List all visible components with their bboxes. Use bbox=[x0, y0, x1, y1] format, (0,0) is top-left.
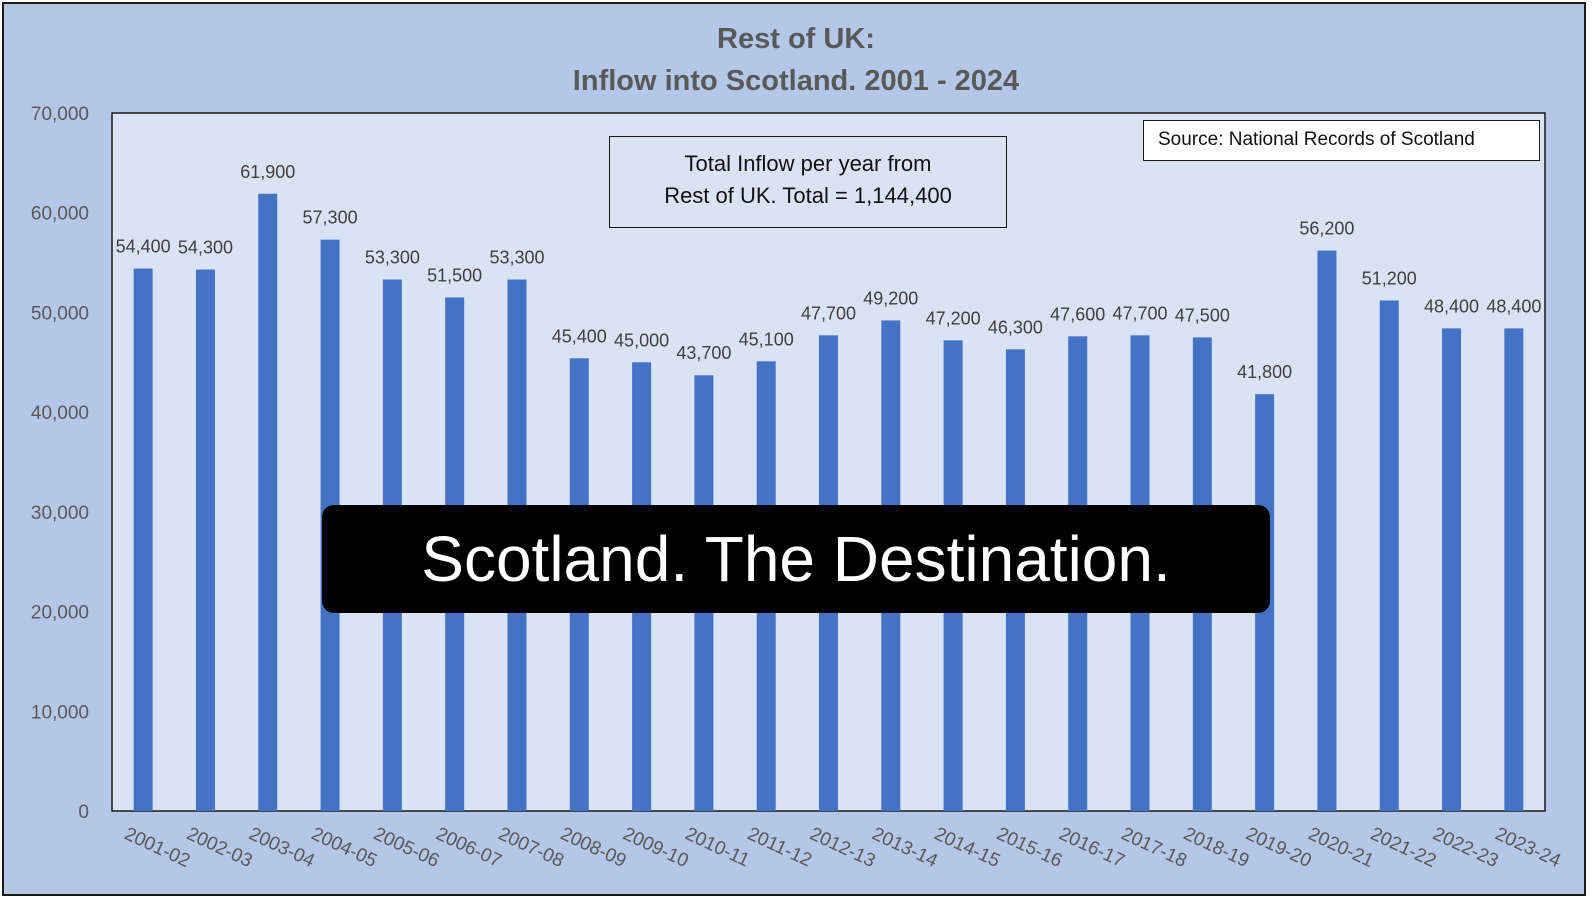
x-tick-label: 2020-21 bbox=[1305, 823, 1377, 872]
x-tick-label: 2004-05 bbox=[308, 823, 380, 872]
x-tick-label: 2005-06 bbox=[370, 823, 442, 872]
data-label-2021-22: 51,200 bbox=[1362, 268, 1417, 288]
x-tick-label: 2023-24 bbox=[1492, 823, 1564, 872]
x-tick-label: 2009-10 bbox=[619, 823, 691, 872]
data-labels: 54,400 54,300 61,900 57,300 53,300 51,500 53,3… bbox=[116, 162, 1542, 382]
overlay-caption: Scotland. The Destination. bbox=[322, 505, 1270, 613]
annotation-line2: Rest of UK. Total = 1,144,400 bbox=[664, 183, 952, 208]
source-note: Source: National Records of Scotland bbox=[1143, 120, 1540, 161]
y-tick-label: 20,000 bbox=[31, 603, 89, 624]
data-label-2007-08: 53,300 bbox=[489, 248, 544, 268]
bar-2002-03 bbox=[195, 269, 215, 812]
data-label-2017-18: 47,700 bbox=[1112, 303, 1167, 323]
x-axis-ticks: 2001-022002-032003-042004-052005-062006-… bbox=[121, 823, 1564, 872]
x-tick-label: 2016-17 bbox=[1056, 823, 1128, 872]
x-tick-label: 2019-20 bbox=[1243, 823, 1315, 872]
y-tick-label: 70,000 bbox=[31, 104, 89, 125]
y-tick-label: 40,000 bbox=[31, 403, 89, 424]
bar-2021-22 bbox=[1379, 300, 1399, 811]
x-tick-label: 2006-07 bbox=[433, 823, 505, 872]
chart-title-line1: Rest of UK: bbox=[717, 23, 875, 55]
data-label-2016-17: 47,600 bbox=[1050, 304, 1105, 324]
chart-title: Rest of UK: Inflow into Scotland. 2001 -… bbox=[0, 18, 1592, 102]
y-tick-label: 60,000 bbox=[31, 204, 89, 225]
data-label-2006-07: 51,500 bbox=[427, 265, 482, 285]
total-inflow-annotation: Total Inflow per year from Rest of UK. T… bbox=[609, 136, 1007, 228]
y-tick-label: 30,000 bbox=[31, 503, 89, 524]
data-label-2022-23: 48,400 bbox=[1424, 296, 1479, 316]
x-tick-label: 2002-03 bbox=[183, 823, 255, 872]
data-label-2015-16: 46,300 bbox=[988, 317, 1043, 337]
data-label-2019-20: 41,800 bbox=[1237, 362, 1292, 382]
data-label-2013-14: 49,200 bbox=[863, 288, 918, 308]
x-tick-label: 2014-15 bbox=[931, 823, 1003, 872]
bar-2022-23 bbox=[1442, 328, 1462, 811]
data-label-2020-21: 56,200 bbox=[1299, 219, 1354, 239]
data-label-2004-05: 57,300 bbox=[303, 208, 358, 228]
y-tick-label: 10,000 bbox=[31, 702, 89, 723]
x-tick-label: 2010-11 bbox=[682, 823, 753, 871]
data-label-2009-10: 45,000 bbox=[614, 330, 669, 350]
x-tick-label: 2012-13 bbox=[806, 823, 878, 872]
annotation-line1: Total Inflow per year from bbox=[684, 151, 932, 176]
x-tick-label: 2013-14 bbox=[869, 823, 941, 872]
data-label-2002-03: 54,300 bbox=[178, 238, 233, 258]
y-tick-label: 50,000 bbox=[31, 303, 89, 324]
y-axis-ticks: 0 10,000 20,000 30,000 40,000 50,000 60,000 70,… bbox=[31, 104, 89, 823]
x-tick-label: 2018-19 bbox=[1180, 823, 1252, 872]
x-tick-label: 2015-16 bbox=[993, 823, 1065, 872]
x-tick-label: 2017-18 bbox=[1118, 823, 1190, 872]
x-tick-label: 2001-02 bbox=[121, 823, 193, 872]
chart-title-line2: Inflow into Scotland. 2001 - 2024 bbox=[572, 65, 1020, 97]
y-tick-label: 0 bbox=[78, 802, 89, 823]
x-tick-label: 2007-08 bbox=[495, 823, 567, 872]
x-tick-label: 2008-09 bbox=[557, 823, 629, 872]
data-label-2005-06: 53,300 bbox=[365, 248, 420, 268]
data-label-2001-02: 54,400 bbox=[116, 237, 171, 257]
bar-2001-02 bbox=[133, 268, 153, 811]
data-label-2010-11: 43,700 bbox=[676, 343, 731, 363]
x-tick-label: 2003-04 bbox=[246, 823, 318, 872]
bar-2023-24 bbox=[1504, 328, 1524, 811]
data-label-2008-09: 45,400 bbox=[552, 326, 607, 346]
data-label-2003-04: 61,900 bbox=[240, 162, 295, 182]
bar-2020-21 bbox=[1317, 250, 1337, 811]
data-label-2012-13: 47,700 bbox=[801, 303, 856, 323]
data-label-2018-19: 47,500 bbox=[1175, 305, 1230, 325]
data-label-2011-12: 45,100 bbox=[739, 329, 794, 349]
data-label-2023-24: 48,400 bbox=[1486, 296, 1541, 316]
x-tick-label: 2022-23 bbox=[1429, 823, 1501, 872]
data-label-2014-15: 47,200 bbox=[926, 308, 981, 328]
x-tick-label: 2011-12 bbox=[744, 823, 815, 871]
x-tick-label: 2021-22 bbox=[1367, 823, 1439, 872]
bar-2003-04 bbox=[258, 193, 278, 812]
